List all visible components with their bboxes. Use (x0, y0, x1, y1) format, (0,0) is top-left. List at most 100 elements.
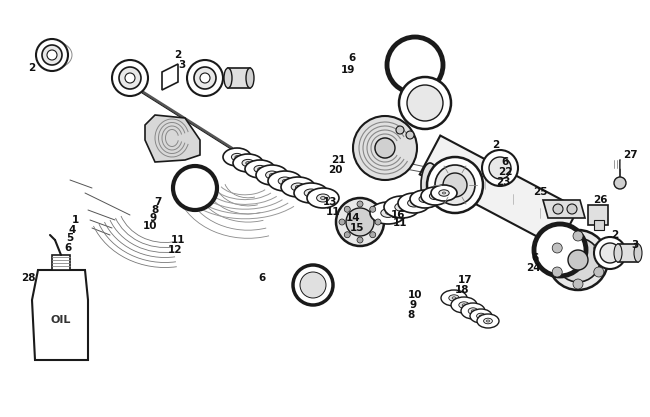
Text: 12: 12 (168, 245, 182, 255)
Text: 11: 11 (393, 218, 408, 228)
Ellipse shape (412, 202, 416, 204)
Ellipse shape (245, 160, 275, 178)
Ellipse shape (634, 244, 642, 262)
Ellipse shape (423, 198, 427, 200)
Ellipse shape (291, 183, 305, 191)
Circle shape (47, 50, 57, 60)
Text: 15: 15 (350, 223, 364, 233)
Text: 28: 28 (21, 273, 35, 283)
Polygon shape (32, 270, 88, 360)
Ellipse shape (246, 68, 254, 88)
Ellipse shape (479, 315, 483, 317)
Ellipse shape (283, 179, 287, 183)
Text: 2: 2 (174, 50, 181, 60)
Ellipse shape (410, 190, 440, 208)
Ellipse shape (395, 203, 410, 211)
Ellipse shape (268, 171, 302, 191)
Polygon shape (588, 205, 608, 225)
Ellipse shape (307, 188, 339, 208)
Ellipse shape (431, 185, 457, 201)
Text: 5: 5 (66, 233, 73, 243)
Circle shape (119, 67, 141, 89)
Text: 3: 3 (178, 60, 186, 70)
Circle shape (600, 243, 620, 263)
Ellipse shape (400, 206, 404, 208)
Circle shape (370, 206, 376, 212)
Circle shape (353, 116, 417, 180)
Text: 3: 3 (631, 240, 638, 250)
Circle shape (482, 150, 518, 186)
Ellipse shape (296, 186, 300, 188)
Ellipse shape (256, 165, 288, 185)
Ellipse shape (223, 148, 251, 166)
Circle shape (443, 173, 467, 197)
Circle shape (614, 177, 626, 189)
Text: 10: 10 (143, 221, 157, 231)
Circle shape (435, 165, 475, 205)
Circle shape (370, 232, 376, 238)
Ellipse shape (452, 297, 456, 299)
Ellipse shape (439, 190, 449, 196)
Circle shape (200, 73, 210, 83)
Circle shape (407, 85, 443, 121)
Ellipse shape (421, 163, 439, 207)
Ellipse shape (224, 68, 232, 88)
Polygon shape (52, 255, 70, 270)
Text: 6: 6 (259, 273, 266, 283)
Text: 26: 26 (593, 195, 607, 205)
Text: 10: 10 (408, 290, 422, 300)
Text: 17: 17 (458, 275, 473, 285)
Circle shape (556, 238, 600, 282)
Text: OIL: OIL (51, 315, 72, 325)
Circle shape (36, 39, 68, 71)
Ellipse shape (233, 154, 263, 172)
Polygon shape (145, 115, 200, 162)
Ellipse shape (231, 153, 242, 161)
Text: 6: 6 (501, 157, 508, 167)
Text: 18: 18 (455, 285, 469, 295)
Circle shape (344, 232, 350, 238)
Polygon shape (618, 244, 638, 262)
Circle shape (112, 60, 148, 96)
Ellipse shape (484, 318, 493, 324)
Circle shape (387, 37, 443, 93)
Circle shape (173, 166, 217, 210)
Circle shape (594, 267, 604, 277)
Circle shape (336, 198, 384, 246)
Ellipse shape (461, 303, 485, 319)
Text: 11: 11 (171, 235, 185, 245)
Text: 21: 21 (331, 155, 345, 165)
Text: 9: 9 (150, 213, 157, 223)
Ellipse shape (477, 314, 499, 328)
Circle shape (568, 250, 588, 270)
Ellipse shape (254, 166, 266, 173)
Circle shape (594, 237, 626, 269)
Ellipse shape (320, 196, 326, 199)
Ellipse shape (476, 313, 486, 319)
Text: 8: 8 (408, 310, 415, 320)
Ellipse shape (381, 208, 395, 217)
Ellipse shape (309, 191, 313, 194)
Ellipse shape (451, 297, 477, 313)
Ellipse shape (441, 290, 467, 306)
Text: 1: 1 (72, 215, 79, 225)
Ellipse shape (430, 192, 441, 200)
Ellipse shape (281, 177, 315, 197)
Ellipse shape (421, 187, 449, 205)
Circle shape (427, 157, 483, 213)
Polygon shape (594, 220, 604, 230)
Text: 14: 14 (346, 213, 360, 223)
Text: 11: 11 (326, 207, 340, 217)
Text: 2: 2 (612, 230, 619, 240)
Circle shape (548, 230, 608, 290)
Circle shape (552, 267, 562, 277)
Ellipse shape (278, 177, 292, 185)
Ellipse shape (317, 194, 330, 202)
Text: 7: 7 (154, 197, 162, 207)
Circle shape (357, 237, 363, 243)
Text: 9: 9 (410, 300, 417, 310)
Text: 20: 20 (328, 165, 343, 175)
Circle shape (42, 45, 62, 65)
Text: 13: 13 (323, 197, 337, 207)
Text: 6: 6 (64, 243, 72, 253)
